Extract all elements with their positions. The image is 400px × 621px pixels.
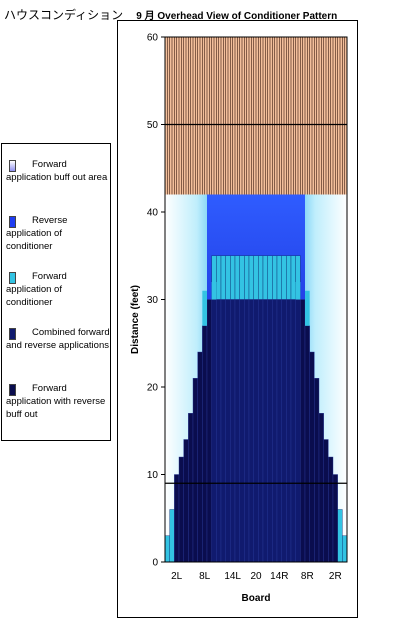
x-tick-label: 8L (199, 571, 211, 582)
chart-title: ハウスコンディション 9 月 Overhead View of Conditio… (4, 4, 337, 23)
forward-application-bar (342, 535, 348, 563)
forward-reverse-buff-bar (202, 325, 208, 563)
forward-application-bar (262, 255, 268, 300)
forward-application-accent (305, 290, 310, 326)
x-tick-label: 8R (301, 571, 314, 582)
combined-application-bar (220, 299, 226, 563)
forward-application-bar (239, 255, 245, 300)
forward-reverse-buff-bar (178, 456, 184, 563)
legend: Forward application buff out area Revers… (1, 143, 111, 441)
y-tick-label: 10 (147, 470, 159, 481)
combined-application-bar (295, 299, 301, 563)
forward-reverse-buff-bar (304, 325, 310, 563)
combined-application-bar (253, 299, 259, 563)
chart-title-jp: ハウスコンディション (4, 8, 124, 22)
y-tick-label: 50 (147, 120, 159, 131)
legend-label: Reverse application of conditioner (6, 215, 68, 252)
forward-reverse-buff-bar (309, 351, 315, 563)
forward-application-bar (234, 255, 240, 300)
legend-swatch (9, 328, 16, 340)
forward-application-bar (164, 535, 170, 563)
chart-title-en: 9 月 Overhead View of Conditioner Pattern (136, 11, 338, 22)
forward-application-bar (169, 509, 175, 563)
y-tick-label: 60 (147, 33, 159, 44)
forward-application-bar (290, 255, 296, 300)
combined-application-bar (272, 299, 278, 563)
forward-reverse-buff-bar (318, 413, 324, 563)
chart-area: 0 10 20 30 40 50 60 2L 8L 14L 20 14R 8R 2R Board Distan… (117, 20, 358, 618)
combined-application-bar (286, 299, 292, 563)
combined-application-bar (267, 299, 273, 563)
legend-swatch (9, 384, 16, 396)
y-tick-label: 40 (147, 208, 159, 219)
combined-application-bar (281, 299, 287, 563)
forward-application-accent (295, 282, 301, 300)
forward-reverse-buff-bar (174, 474, 180, 563)
x-tick-label: 2R (329, 571, 342, 582)
legend-label: Combined forward and reverse application… (6, 327, 110, 351)
forward-application-bar (272, 255, 278, 300)
legend-swatch (9, 272, 16, 284)
forward-reverse-buff-bar (300, 299, 306, 563)
y-axis-title: Distance (feet) (130, 285, 141, 354)
forward-application-bar (258, 255, 264, 300)
forward-reverse-buff-bar (323, 439, 329, 563)
forward-application-bar (281, 255, 287, 300)
forward-reverse-buff-bar (206, 299, 212, 563)
forward-application-accent (211, 282, 217, 300)
forward-application-accent (202, 290, 207, 326)
x-tick-label: 14R (270, 571, 288, 582)
forward-application-bar (220, 255, 226, 300)
x-axis-title: Board (242, 593, 271, 604)
forward-reverse-buff-bar (332, 474, 338, 563)
x-tick-label: 14L (224, 571, 241, 582)
forward-application-bar (253, 255, 259, 300)
legend-label: Forward application of conditioner (6, 271, 67, 308)
forward-application-bar (276, 255, 282, 300)
combined-application-bar (211, 299, 217, 563)
forward-application-bar (225, 255, 231, 300)
combined-application-bar (216, 299, 222, 563)
forward-application-bar (248, 255, 254, 300)
x-tick-label: 20 (250, 571, 262, 582)
combined-application-bar (290, 299, 296, 563)
legend-swatch (9, 160, 16, 172)
forward-reverse-buff-bar (328, 456, 334, 563)
combined-application-bar (248, 299, 254, 563)
chart-svg: 0 10 20 30 40 50 60 2L 8L 14L 20 14R 8R 2R Board Distan… (130, 33, 348, 604)
legend-label: Forward application with reverse buff ou… (6, 383, 106, 420)
combined-application-bar (258, 299, 264, 563)
x-tick-label: 2L (171, 571, 183, 582)
forward-reverse-buff-bar (192, 378, 198, 563)
forward-reverse-buff-bar (183, 439, 189, 563)
forward-reverse-buff-bar (314, 378, 320, 563)
legend-swatch (9, 216, 16, 228)
combined-application-bar (234, 299, 240, 563)
legend-label: Forward application buff out area (6, 159, 108, 183)
combined-application-bar (225, 299, 231, 563)
forward-reverse-buff-bar (188, 413, 194, 563)
y-tick-label: 20 (147, 383, 159, 394)
combined-application-bar (262, 299, 268, 563)
forward-application-bar (337, 509, 343, 563)
forward-application-bar (230, 255, 236, 300)
combined-application-bar (276, 299, 282, 563)
forward-application-bar (267, 255, 273, 300)
y-tick-label: 0 (152, 558, 158, 569)
combined-application-bar (230, 299, 236, 563)
y-tick-label: 30 (147, 295, 159, 306)
forward-application-bar (286, 255, 292, 300)
combined-application-bar (244, 299, 250, 563)
forward-reverse-buff-bar (197, 351, 203, 563)
forward-application-bar (244, 255, 250, 300)
combined-application-bar (239, 299, 245, 563)
forward-application-bar (216, 255, 222, 300)
